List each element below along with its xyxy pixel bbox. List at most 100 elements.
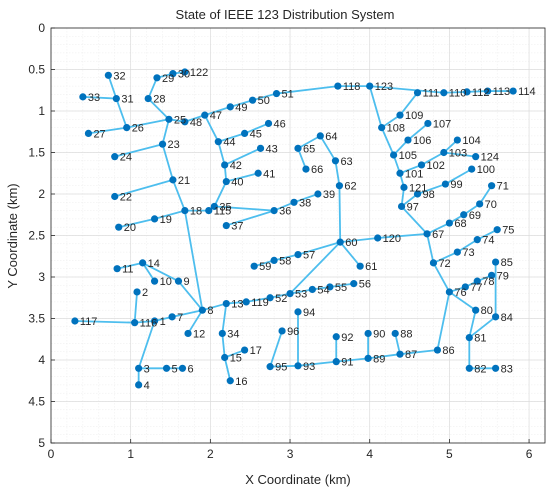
node-marker [241,129,249,138]
edge-line [297,241,342,256]
edge-line [221,302,228,335]
node-label: 56 [359,279,371,291]
node-label: 8 [207,305,213,317]
node-label: 68 [454,218,466,230]
node-label: 40 [231,177,243,189]
node-marker [396,111,404,119]
node-label: 85 [501,257,513,269]
node-marker [390,151,398,159]
edge-line [117,217,156,229]
edge-line [420,151,445,166]
node-label: 76 [454,287,466,299]
node-label: 62 [344,181,356,193]
node-marker [493,226,501,234]
edge-line [161,143,174,181]
node-label: 88 [400,328,412,340]
node-marker [135,364,143,372]
node-marker [266,294,274,302]
node-marker [181,68,189,76]
node-marker [150,215,159,223]
node-label: 13 [231,299,243,311]
node-marker [465,364,473,372]
node-label: 46 [274,118,286,130]
edge-line [297,360,338,367]
node-label: 36 [279,206,291,218]
node-marker [169,70,177,78]
node-label: 6 [187,363,193,375]
node-label: 43 [266,143,278,155]
x-axis-ticks: 0 1 2 3 4 5 6 [48,439,533,461]
y-tick-label: 0 [38,21,45,35]
node-label: 64 [325,131,337,143]
node-marker [290,198,298,206]
node-label: 35 [219,201,231,213]
node-marker [294,308,302,316]
edge-line [468,315,497,339]
node-label: 44 [223,137,235,149]
edge-line [153,209,186,220]
node-marker [334,82,342,90]
node-marker [181,207,189,215]
node-marker [169,176,177,184]
node-marker [181,118,189,126]
edge-line [245,296,272,303]
edge-line [213,180,228,208]
node-marker [400,183,408,191]
node-label: 101 [405,168,423,180]
node-marker [115,223,123,231]
edge-line [171,309,204,318]
node-marker [404,136,412,144]
node-marker [111,153,119,161]
edge-line [141,261,156,283]
edge-line [107,74,118,100]
edge-line [448,291,477,312]
node-label: 49 [235,102,247,114]
node-marker [473,277,481,285]
node-label: 80 [481,305,493,317]
edge-line [81,95,118,100]
edge-line [115,97,128,129]
node-label: 2 [142,287,148,299]
node-marker [113,265,121,273]
node-marker [397,202,406,211]
node-marker [484,87,492,95]
node-marker [374,234,382,242]
node-label: 17 [250,345,262,357]
node-marker [453,136,461,144]
node-label: 61 [365,261,377,273]
node-marker [472,153,480,161]
node-marker [214,138,222,146]
node-label: 25 [174,114,186,126]
node-label: 116 [140,318,158,330]
node-label: 109 [405,110,423,122]
y-tick-label: 1.5 [28,146,45,160]
node-label: 29 [162,73,174,85]
edge-line [338,184,342,244]
node-marker [205,207,213,215]
node-marker [429,259,438,267]
edge-line [478,184,493,205]
node-marker [413,89,422,97]
node-marker [364,329,372,338]
edge-line [177,280,204,312]
node-marker [266,363,274,371]
edge-line [432,251,459,264]
node-label: 78 [482,276,494,288]
node-label: 28 [153,94,165,106]
edge-line [116,261,144,270]
node-marker [316,132,324,140]
node-label: 48 [190,117,202,129]
node-marker [492,364,500,372]
node-marker [71,317,79,325]
edge-line [203,105,232,117]
node-marker [256,144,265,152]
node-label: 81 [474,333,486,345]
node-label: 9 [183,276,189,288]
node-label: 124 [481,152,499,164]
node-marker [210,202,218,211]
node-marker [248,96,257,104]
edge-line [442,91,468,94]
node-marker [440,148,448,157]
edge-line [74,320,136,324]
node-label: 51 [281,89,293,101]
